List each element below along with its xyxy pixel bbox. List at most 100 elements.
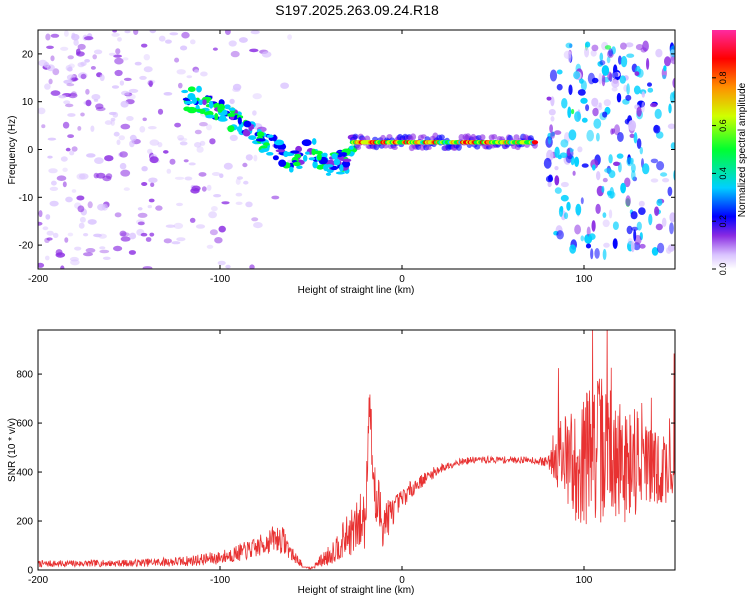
- heat-cell: [554, 146, 560, 158]
- heat-cell: [491, 134, 498, 140]
- heat-cell: [550, 116, 555, 122]
- heat-cell: [184, 100, 194, 105]
- heat-cell: [123, 187, 130, 191]
- heat-cell: [46, 230, 54, 236]
- heat-cell: [120, 236, 131, 242]
- heat-cell: [614, 124, 620, 136]
- heat-cell: [339, 164, 344, 172]
- heat-cell: [80, 112, 85, 117]
- heat-cell: [123, 77, 132, 81]
- heat-cell: [252, 93, 262, 100]
- heat-cell: [567, 106, 572, 119]
- heat-cell: [585, 243, 592, 249]
- heat-cell: [119, 80, 125, 86]
- heat-cell: [317, 153, 322, 161]
- heat-cell: [543, 157, 552, 169]
- heat-cell: [633, 85, 641, 95]
- heat-cell: [50, 33, 60, 38]
- heat-cell: [639, 243, 646, 249]
- heat-cell: [137, 212, 148, 218]
- heat-cell: [230, 50, 240, 58]
- heat-cell: [634, 234, 642, 245]
- heat-cell: [42, 226, 49, 231]
- heat-cell: [227, 125, 235, 133]
- heat-cell: [195, 108, 206, 113]
- heat-cell: [577, 89, 586, 96]
- heat-cell: [670, 55, 675, 65]
- heat-cell: [630, 211, 638, 220]
- heat-cell: [662, 178, 670, 183]
- heat-cell: [242, 162, 248, 168]
- heat-cell: [625, 195, 631, 207]
- heat-cell: [223, 162, 233, 170]
- heat-cell: [638, 200, 645, 207]
- heat-cell: [46, 64, 55, 72]
- heat-cell: [637, 68, 644, 78]
- snr-frame: [37, 329, 676, 571]
- heat-cell: [650, 102, 658, 108]
- heat-cell: [206, 124, 212, 131]
- heat-cell: [580, 80, 587, 91]
- heat-cell: [120, 169, 131, 177]
- heat-cell: [275, 149, 286, 153]
- snr-series-line: [38, 330, 675, 570]
- heat-cell: [561, 98, 568, 109]
- heat-cell: [64, 237, 69, 243]
- heat-cell: [184, 176, 193, 181]
- heat-cell: [45, 255, 50, 261]
- heat-cell: [553, 130, 562, 135]
- heat-cell: [592, 107, 599, 117]
- heat-cell: [391, 145, 398, 150]
- heat-cell: [119, 230, 127, 237]
- heat-cell: [45, 33, 51, 41]
- heat-cell: [235, 201, 243, 205]
- heat-cell: [668, 103, 672, 114]
- heat-cell: [572, 170, 576, 176]
- heat-cell: [585, 104, 590, 112]
- heat-cell: [87, 219, 97, 225]
- heat-cell: [128, 88, 139, 93]
- colorbar: 0.0 0.2 0.4 0.6 0.8 Normalized spectral ampl…: [712, 30, 748, 275]
- heat-cell: [626, 225, 633, 235]
- heat-cell: [113, 54, 122, 58]
- heat-cell: [141, 43, 148, 48]
- heat-cell: [580, 197, 584, 205]
- heat-cell: [104, 120, 113, 125]
- heat-cell: [142, 266, 153, 269]
- heat-cell: [602, 248, 607, 261]
- heat-cell: [179, 141, 188, 146]
- heat-cell: [68, 63, 75, 69]
- heat-cell: [141, 166, 148, 172]
- heat-cell: [147, 205, 152, 209]
- heat-cell: [114, 69, 123, 77]
- heat-cell: [147, 148, 153, 154]
- heat-cell: [104, 155, 114, 162]
- x-tick-label: -200: [28, 274, 48, 285]
- heat-cell: [85, 88, 90, 95]
- heat-cell: [84, 59, 90, 63]
- heat-cell: [63, 79, 73, 84]
- heat-cell: [174, 122, 182, 128]
- snr-panel: -200 -100 0 100 0 200 400 600 800 Height of str…: [7, 329, 676, 596]
- heat-cell: [667, 123, 675, 130]
- heat-cell: [245, 201, 253, 208]
- heat-cell: [169, 32, 179, 36]
- heat-cell: [99, 249, 110, 254]
- heat-cell: [147, 126, 157, 130]
- heat-cell: [115, 48, 121, 55]
- heat-cell: [248, 135, 257, 141]
- heat-cell: [283, 150, 289, 158]
- heat-cell: [237, 117, 242, 125]
- heat-cell: [290, 150, 300, 154]
- heat-cell: [50, 55, 55, 62]
- heat-cell: [252, 110, 257, 116]
- heat-cell: [654, 206, 660, 216]
- heat-cell: [571, 108, 575, 115]
- heat-cell: [229, 134, 238, 142]
- heat-cell: [256, 131, 265, 137]
- heat-cell: [60, 265, 65, 269]
- heat-cell: [191, 96, 197, 105]
- heat-cell: [232, 83, 242, 91]
- y-tick-label: 0: [27, 566, 33, 577]
- y-tick-label: -10: [19, 193, 34, 204]
